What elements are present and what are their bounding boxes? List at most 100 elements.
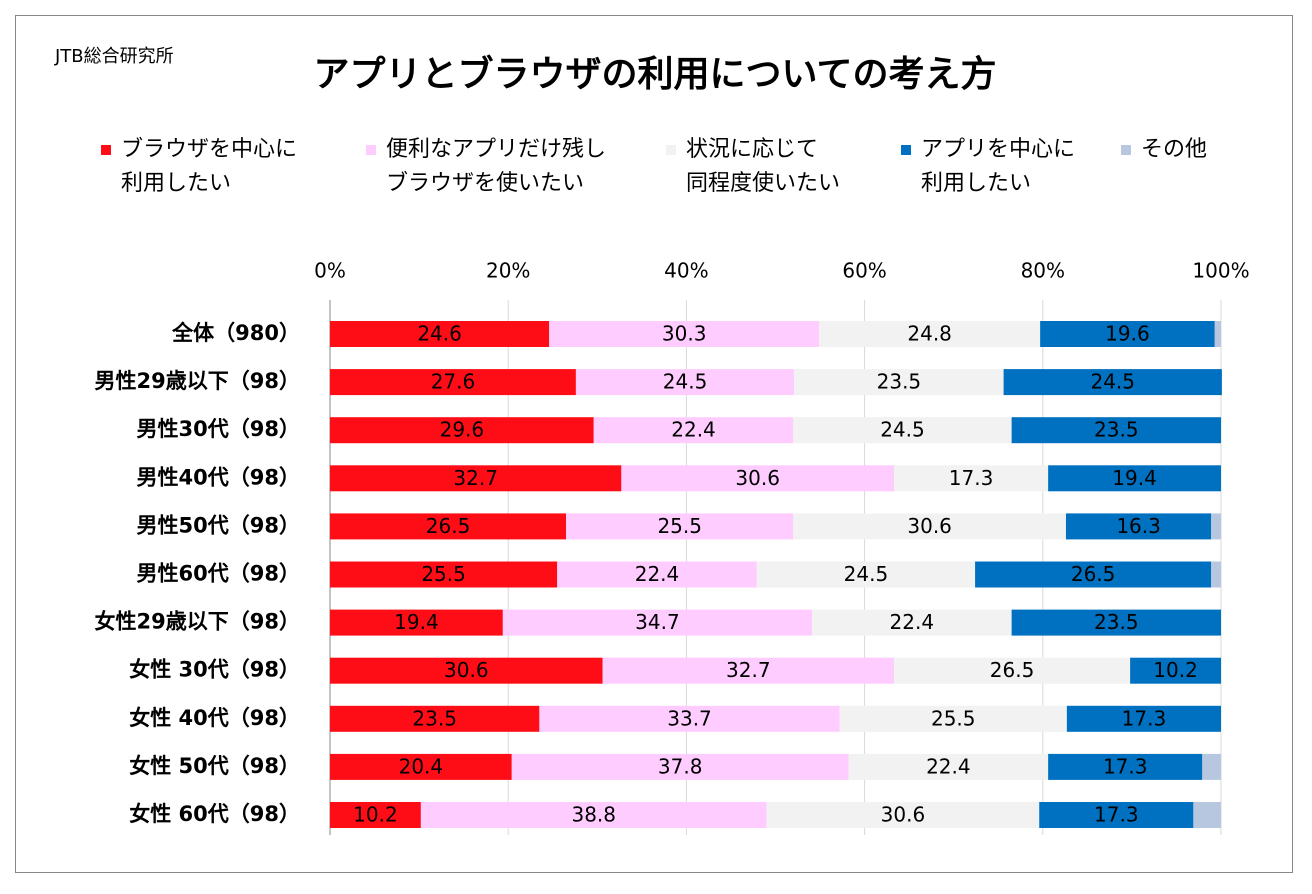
legend-item: 便利なアプリだけ残し ブラウザを使いたい xyxy=(360,133,606,201)
data-label: 24.8 xyxy=(907,322,952,346)
legend-item: ブラウザを中心に 利用したい xyxy=(95,133,297,201)
bar-segment xyxy=(1048,465,1221,492)
data-label: 17.3 xyxy=(1094,803,1139,827)
bar-segment xyxy=(330,705,540,732)
bar-segment xyxy=(330,369,576,396)
legend-label: 便利なアプリだけ残し ブラウザを使いたい xyxy=(386,137,607,196)
bar-segment xyxy=(793,513,1066,540)
data-label: 25.5 xyxy=(421,562,466,586)
bar-segment xyxy=(1193,802,1221,828)
legend-item: その他 xyxy=(1115,133,1207,167)
bar-segment xyxy=(819,321,1041,347)
bar-segment xyxy=(975,561,1212,588)
bar-segment xyxy=(894,465,1049,492)
data-label: 27.6 xyxy=(431,370,476,394)
legend-swatch xyxy=(666,145,676,155)
legend-item: 状況に応じて 同程度使いたい xyxy=(660,133,840,201)
bar-segment xyxy=(1040,321,1215,347)
data-label: 37.8 xyxy=(658,754,703,778)
data-label: 30.6 xyxy=(881,803,926,827)
legend-swatch xyxy=(101,145,111,155)
bar-segment xyxy=(794,369,1004,396)
y-tick-label: 女性29歳以下（98） xyxy=(95,610,300,634)
bar-segment xyxy=(330,417,594,444)
data-label: 19.4 xyxy=(1112,466,1157,490)
data-label: 23.5 xyxy=(412,706,457,730)
data-label: 22.4 xyxy=(671,418,716,442)
bar-segment xyxy=(1211,513,1221,540)
data-label: 29.6 xyxy=(440,418,485,442)
bar-segment xyxy=(1202,753,1221,780)
y-tick-label: 男性40代（98） xyxy=(137,465,300,489)
y-tick-label: 女性 50代（98） xyxy=(129,754,300,778)
legend-label: その他 xyxy=(1141,137,1208,162)
data-label: 26.5 xyxy=(1071,562,1116,586)
data-label: 24.5 xyxy=(1090,370,1135,394)
legend-label: アプリを中心に 利用したい xyxy=(921,137,1076,196)
data-label: 16.3 xyxy=(1116,514,1161,538)
data-label: 22.4 xyxy=(890,610,935,634)
y-tick-label: 男性60代（98） xyxy=(137,562,300,586)
bar-segment xyxy=(549,321,820,347)
legend: ブラウザを中心に 利用したい 便利なアプリだけ残し ブラウザを使いたい 状況に応じて… xyxy=(95,133,1275,213)
legend-label: 状況に応じて 同程度使いたい xyxy=(686,137,841,196)
data-label: 24.5 xyxy=(663,370,708,394)
data-label: 30.6 xyxy=(735,466,780,490)
bar-segment xyxy=(511,753,849,780)
y-tick-label: 男性30代（98） xyxy=(137,417,300,441)
data-label: 23.5 xyxy=(877,370,922,394)
bar-segment xyxy=(1003,369,1222,396)
data-label: 17.3 xyxy=(1103,754,1148,778)
y-tick-label: 全体（980） xyxy=(171,321,300,345)
bar-segment xyxy=(1214,321,1221,347)
data-label: 33.7 xyxy=(667,706,712,730)
bar-segment xyxy=(602,657,895,684)
bar-segment xyxy=(848,753,1049,780)
data-label: 26.5 xyxy=(426,514,471,538)
data-label: 10.2 xyxy=(1153,658,1198,682)
bar-segment xyxy=(593,417,794,444)
data-label: 25.5 xyxy=(657,514,702,538)
data-label: 23.5 xyxy=(1094,610,1139,634)
bar-segment xyxy=(1211,561,1221,588)
data-label: 30.3 xyxy=(662,322,707,346)
x-tick-label: 20% xyxy=(486,259,530,283)
bar-segment xyxy=(566,513,794,540)
data-label: 22.4 xyxy=(635,562,680,586)
bar-segment xyxy=(575,369,795,396)
data-label: 17.3 xyxy=(949,466,994,490)
data-label: 32.7 xyxy=(726,658,771,682)
legend-swatch xyxy=(366,145,376,155)
source: JTB総合研究所 xyxy=(55,46,174,67)
bar-segment xyxy=(1039,802,1194,828)
bar-segment xyxy=(539,705,840,732)
bar-segment xyxy=(1048,753,1203,780)
data-label: 22.4 xyxy=(926,754,971,778)
data-label: 19.6 xyxy=(1105,322,1150,346)
data-label: 26.5 xyxy=(990,658,1035,682)
data-label: 20.4 xyxy=(399,754,444,778)
x-tick-label: 100% xyxy=(1192,259,1249,283)
legend-swatch xyxy=(901,145,911,155)
bar-segment xyxy=(502,609,813,636)
bar-segment xyxy=(330,609,503,636)
bar-segment xyxy=(1065,513,1212,540)
data-label: 24.5 xyxy=(844,562,889,586)
y-tick-label: 女性 40代（98） xyxy=(129,706,300,730)
y-tick-label: 女性 60代（98） xyxy=(129,802,300,826)
data-label: 34.7 xyxy=(635,610,680,634)
data-label: 25.5 xyxy=(931,706,976,730)
bar-segment xyxy=(756,561,976,588)
bar-segment xyxy=(330,657,603,684)
bar-segment xyxy=(330,513,567,540)
bar-segment xyxy=(330,465,622,492)
legend-label: ブラウザを中心に 利用したい xyxy=(121,137,298,196)
bar-segment xyxy=(1011,609,1221,636)
data-label: 23.5 xyxy=(1094,418,1139,442)
chart-frame xyxy=(15,15,1293,873)
data-label: 30.6 xyxy=(444,658,489,682)
data-label: 38.8 xyxy=(571,803,616,827)
y-tick-label: 女性 30代（98） xyxy=(129,658,300,682)
bar-segment xyxy=(330,561,558,588)
bar-segment xyxy=(812,609,1012,636)
